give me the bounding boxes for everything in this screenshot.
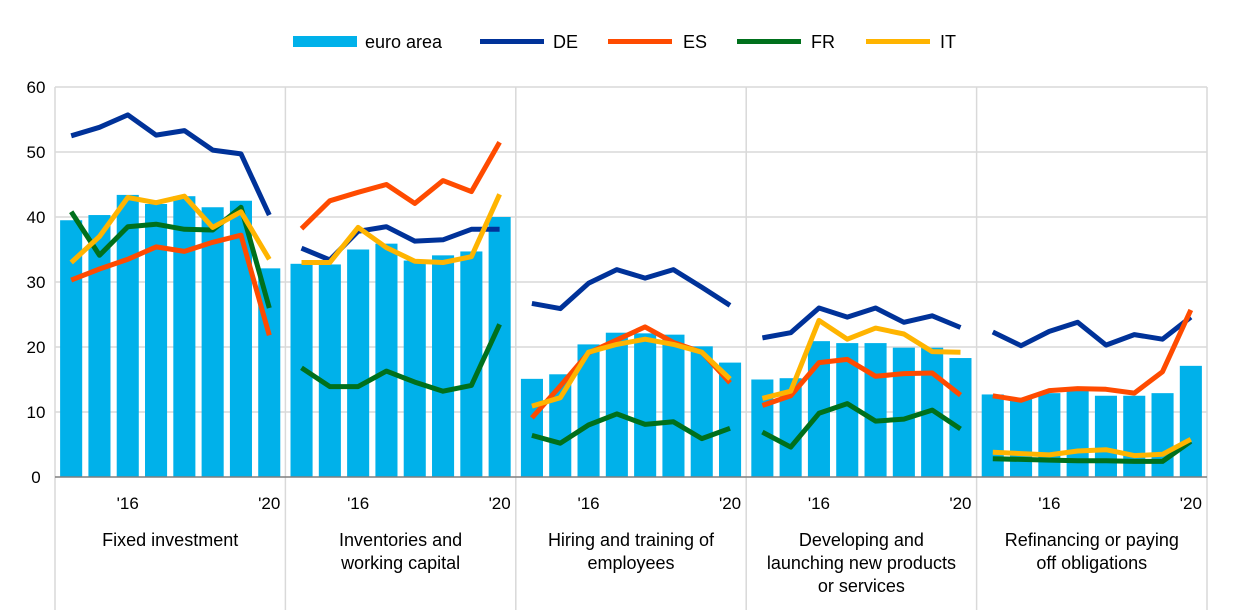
bar-euro-area-p5-2 (1010, 397, 1033, 477)
bar-euro-area-p3-6 (662, 334, 685, 477)
line-fr-p1 (69, 204, 272, 309)
line-fr-p5 (992, 439, 1193, 464)
y-tick-label-60: 60 (27, 78, 46, 97)
legend-swatch-euro-area (293, 36, 357, 47)
bar-euro-area-p5-5 (1094, 395, 1117, 477)
legend: euro area DE ES FR IT (293, 32, 956, 52)
category-label-p2: Inventories and working capital (339, 530, 462, 573)
bar-euro-area-p4-4 (836, 343, 859, 477)
line-es-p1 (70, 232, 272, 336)
line-de-p3 (531, 267, 732, 312)
y-tick-label-20: 20 (27, 338, 46, 357)
category-label-p4: Developing and launching new products or s… (767, 530, 956, 596)
line-fr-p4 (761, 401, 962, 450)
x-tick-label-p3-2: '20 (719, 494, 741, 513)
legend-label-es: ES (683, 32, 707, 52)
line-de-p4 (761, 305, 962, 341)
bar-euro-area-p2-2 (318, 264, 341, 477)
legend-label-fr: FR (811, 32, 835, 52)
y-tick-label-10: 10 (27, 403, 46, 422)
bar-euro-area-p5-7 (1151, 393, 1174, 477)
category-label-p1: Fixed investment (102, 530, 238, 550)
bars (60, 194, 1202, 478)
bar-euro-area-p5-6 (1123, 395, 1146, 477)
category-label-p3: Hiring and training of employees (548, 530, 715, 573)
bar-euro-area-p4-2 (779, 378, 802, 477)
bar-euro-area-p2-5 (403, 260, 426, 477)
y-tick-label-30: 30 (27, 273, 46, 292)
bar-euro-area-p4-5 (864, 343, 887, 477)
line-es-p4 (761, 356, 963, 408)
x-tick-label-p1-2: '20 (258, 494, 280, 513)
bar-euro-area-p2-3 (347, 249, 370, 477)
legend-label-euro-area: euro area (365, 32, 443, 52)
bar-euro-area-p1-6 (201, 207, 224, 477)
bar-euro-area-p1-1 (60, 220, 83, 477)
bar-euro-area-p2-6 (432, 255, 455, 477)
y-tick-label-0: 0 (31, 468, 40, 487)
bar-euro-area-p1-2 (88, 215, 111, 478)
legend-label-it: IT (940, 32, 956, 52)
line-fr-p2 (300, 323, 502, 394)
bar-euro-area-p1-5 (173, 196, 196, 477)
bar-euro-area-p3-1 (520, 378, 543, 477)
bar-euro-area-p4-3 (807, 341, 830, 477)
labels: 0 10 20 30 40 50 60 '16 '20 Fixed investment '16 '2… (27, 78, 1202, 596)
line-fr-p3 (531, 411, 731, 446)
bar-euro-area-p4-6 (892, 347, 915, 477)
x-tick-label-p2-1: '16 (347, 494, 369, 513)
legend-label-de: DE (553, 32, 578, 52)
bar-euro-area-p3-7 (690, 346, 713, 477)
bar-euro-area-p3-3 (577, 344, 600, 477)
y-tick-label-40: 40 (27, 208, 46, 227)
line-it-p3 (531, 336, 732, 409)
bar-euro-area-p3-5 (634, 333, 657, 477)
line-de-p5 (991, 315, 1193, 349)
bar-euro-area-p3-8 (719, 362, 742, 477)
line-es-p5 (992, 308, 1194, 403)
bar-euro-area-p5-3 (1038, 393, 1061, 477)
bar-euro-area-p5-1 (981, 394, 1004, 477)
bar-euro-area-p2-7 (460, 251, 483, 477)
bar-euro-area-p1-3 (116, 194, 139, 477)
bar-euro-area-p4-8 (949, 358, 972, 477)
bar-euro-area-p1-7 (229, 200, 252, 477)
line-it-p1 (69, 193, 272, 265)
x-tick-label-p3-1: '16 (577, 494, 599, 513)
bar-euro-area-p3-4 (605, 332, 628, 477)
x-tick-label-p1-1: '16 (117, 494, 139, 513)
series-lines (69, 112, 1194, 464)
x-tick-label-p2-2: '20 (489, 494, 511, 513)
line-it-p2 (301, 193, 502, 265)
line-es-p2 (299, 141, 502, 231)
line-de-p1 (70, 112, 272, 217)
bar-euro-area-p2-4 (375, 243, 398, 477)
bar-euro-area-p2-8 (488, 217, 511, 477)
bar-euro-area-p5-8 (1179, 365, 1202, 477)
category-label-p5: Refinancing or paying off obligations (1005, 530, 1179, 573)
bar-euro-area-p1-4 (145, 204, 168, 477)
y-tick-label-50: 50 (27, 143, 46, 162)
x-tick-label-p5-1: '16 (1038, 494, 1060, 513)
x-tick-label-p4-2: '20 (949, 494, 971, 513)
x-tick-label-p4-1: '16 (808, 494, 830, 513)
line-it-p5 (992, 437, 1192, 459)
line-it-p4 (761, 317, 961, 401)
bar-euro-area-p5-4 (1066, 389, 1089, 477)
x-tick-label-p5-2: '20 (1180, 494, 1202, 513)
